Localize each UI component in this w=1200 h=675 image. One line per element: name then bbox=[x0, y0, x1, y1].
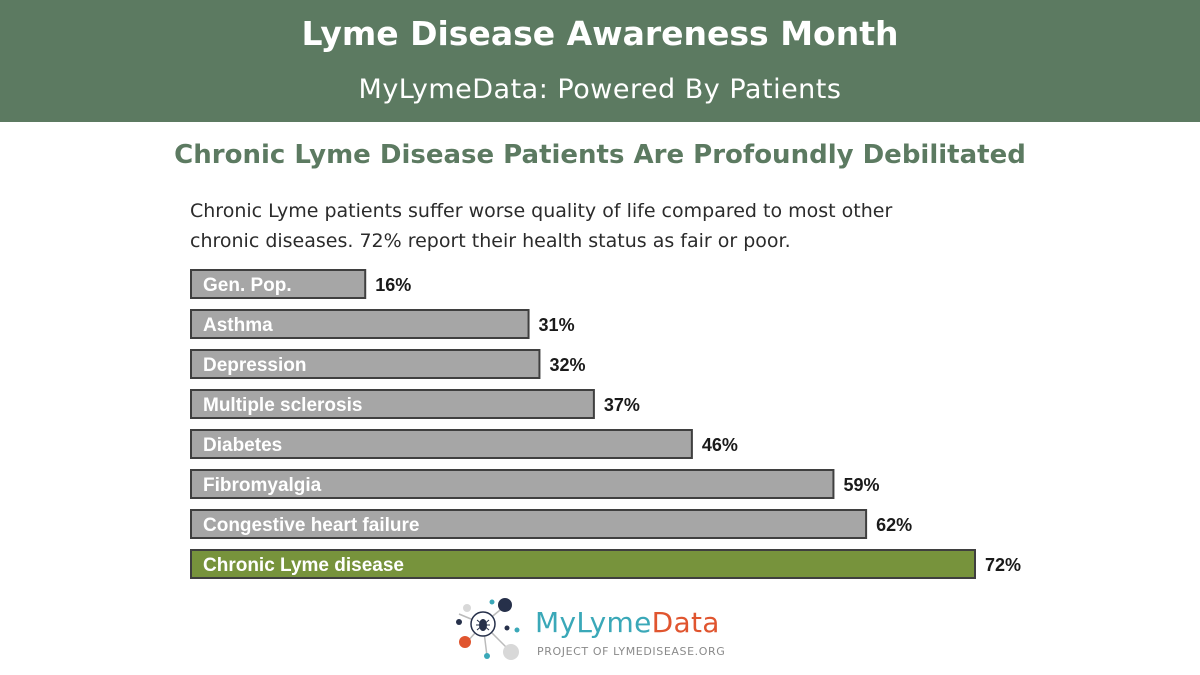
bar-value-label: 72% bbox=[985, 555, 1021, 575]
bar-category-label: Asthma bbox=[203, 315, 273, 336]
banner-title: Lyme Disease Awareness Month bbox=[301, 14, 899, 53]
bar-category-label: Depression bbox=[203, 355, 306, 376]
bar-value-label: 59% bbox=[843, 475, 879, 495]
logo-wordmark-part1: MyLyme bbox=[535, 606, 652, 639]
bar-category-label: Fibromyalgia bbox=[203, 475, 322, 496]
chart-subtitle: Chronic Lyme patients suffer worse quali… bbox=[190, 200, 893, 252]
bar-value-label: 46% bbox=[702, 435, 738, 455]
logo-wordmark-part2: Data bbox=[651, 606, 720, 639]
bar-category-label: Diabetes bbox=[203, 435, 282, 456]
bar-value-label: 16% bbox=[375, 275, 411, 295]
bar-multiple-sclerosis bbox=[190, 389, 595, 419]
chart-title: Chronic Lyme Disease Patients Are Profou… bbox=[174, 140, 1026, 170]
banner-subtitle: MyLymeData: Powered By Patients bbox=[358, 74, 842, 105]
bar-value-label: 31% bbox=[539, 315, 575, 335]
logo-tagline: PROJECT OF LYMEDISEASE.ORG bbox=[537, 645, 726, 658]
bar-depression bbox=[190, 349, 541, 379]
bar-diabetes bbox=[190, 429, 693, 459]
bar-asthma bbox=[190, 309, 530, 339]
network-tick-icon bbox=[456, 598, 520, 660]
bar-gen-pop bbox=[190, 269, 367, 299]
header-banner: Lyme Disease Awareness Month MyLymeData:… bbox=[0, 0, 1200, 122]
bar-value-label: 37% bbox=[604, 395, 640, 415]
bar-value-label: 62% bbox=[876, 515, 912, 535]
bar-chronic-lyme-disease bbox=[190, 549, 976, 579]
bar-fibromyalgia bbox=[190, 469, 835, 499]
bar-category-label: Congestive heart failure bbox=[203, 515, 419, 536]
mylymedata-logo: MyLymeData PROJECT OF LYMEDISEASE.ORG bbox=[455, 594, 755, 666]
logo-wordmark: MyLymeData bbox=[535, 606, 720, 639]
bar-congestive-heart-failure bbox=[190, 509, 868, 539]
bar-category-label: Gen. Pop. bbox=[203, 275, 292, 296]
bar-category-label: Multiple sclerosis bbox=[203, 395, 362, 416]
bar-category-label: Chronic Lyme disease bbox=[203, 555, 404, 576]
bar-value-label: 32% bbox=[549, 355, 585, 375]
